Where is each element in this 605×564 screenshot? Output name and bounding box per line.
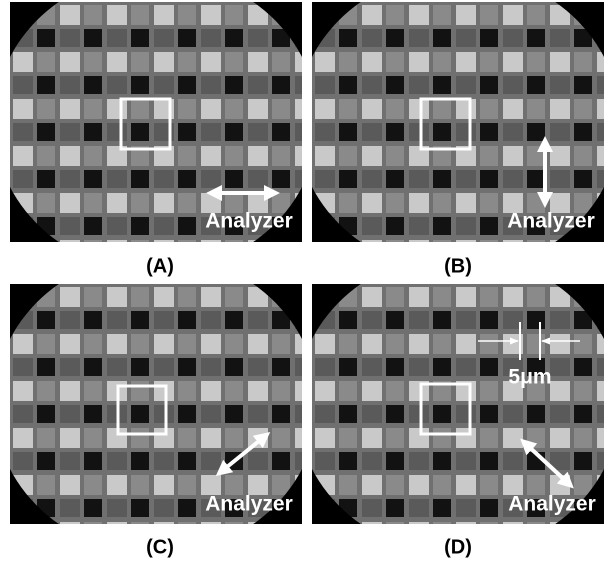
panel	[312, 2, 604, 242]
panel	[312, 284, 604, 524]
analyzer-label: Analyzer	[205, 210, 293, 233]
roi-box	[119, 97, 172, 151]
roi-box	[419, 382, 472, 436]
panel	[10, 284, 302, 524]
panel-label: (D)	[444, 536, 472, 558]
panel-label: (B)	[444, 255, 472, 277]
analyzer-label: Analyzer	[508, 493, 596, 516]
panel-label: (A)	[146, 255, 174, 277]
scale-label: 5μm	[508, 366, 551, 389]
analyzer-arrow	[520, 438, 574, 489]
panel-label: (C)	[146, 536, 174, 558]
roi-box	[419, 97, 472, 151]
analyzer-label: Analyzer	[205, 493, 293, 516]
panel	[10, 2, 302, 242]
analyzer-arrow	[215, 431, 271, 477]
analyzer-label: Analyzer	[507, 210, 595, 233]
roi-box	[116, 384, 168, 436]
